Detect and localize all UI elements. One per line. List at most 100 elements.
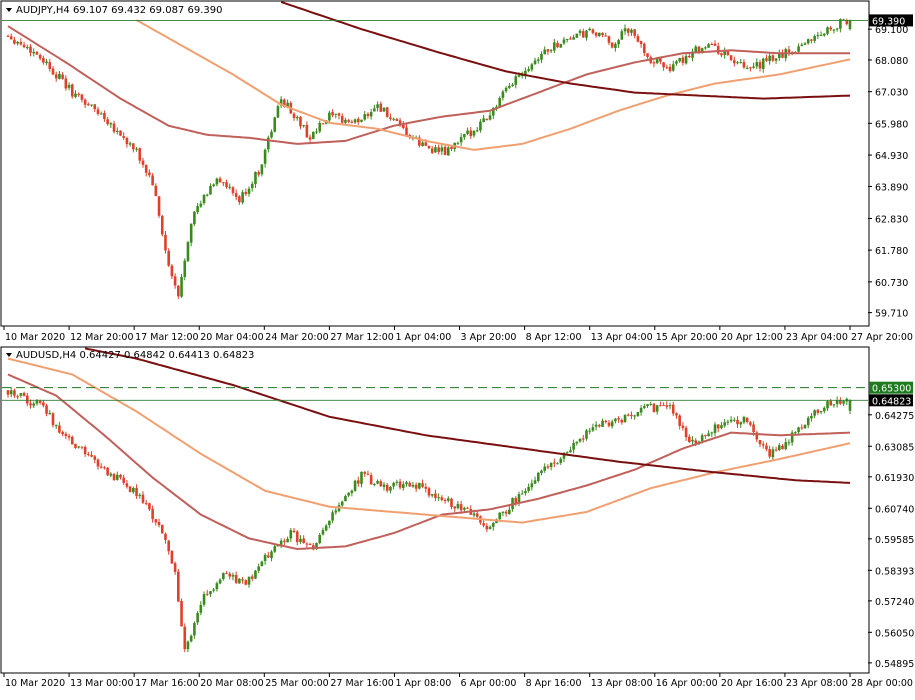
candle-body [115,130,119,132]
candle-body [379,103,383,112]
candle-body [797,46,800,52]
candle [337,112,341,120]
price-tick-label: 63.890 [875,182,908,193]
candle-body [607,36,611,43]
candle-body [671,64,675,71]
collapse-triangle-icon[interactable] [6,8,12,12]
candle [93,455,97,464]
candle [154,183,158,197]
candle [340,500,344,507]
audjpy-chart-panel[interactable]: 69.100 68.080 67.030 65.980 64.930 63.890 62.8… [0,0,913,343]
candle-body [157,196,161,216]
candle [70,435,74,445]
candle [617,416,620,423]
candle [376,101,379,112]
candle [485,522,489,533]
candle [205,589,209,596]
candle [228,183,232,190]
candle-body [646,404,649,407]
candle [22,391,26,397]
candle-body [700,435,704,441]
candle-body [340,501,344,506]
candle [707,42,710,48]
candle-body [713,424,717,433]
candle-body [38,54,42,59]
candle-body [524,70,527,76]
candle-body [87,453,90,455]
candle-body [816,34,820,36]
candle [321,527,325,536]
candle [189,223,193,247]
audusd-chart-panel[interactable]: 0.64275 0.63085 0.61930 0.60740 0.59585 0.583… [0,346,914,689]
candle [498,96,502,108]
candle-body [588,430,591,432]
candle-body [263,149,267,164]
candle [215,581,219,592]
candle [96,458,100,470]
candle [148,169,151,178]
audusd-header-text: AUDUSD,H4 0.64427 0.64842 0.64413 0.6482… [16,350,254,361]
candle [604,419,608,424]
candle-body [839,399,842,404]
candle [315,128,318,134]
candle-body [70,436,74,445]
candle [475,510,479,518]
candle-body [16,396,19,398]
candle-body [19,393,23,396]
candle-body [93,456,97,460]
candle-body [170,265,174,277]
candle [716,424,720,433]
candle [103,465,106,470]
candle-body [119,474,122,478]
candle-body [533,60,537,65]
candle [749,420,752,427]
candle [360,119,363,123]
candle-body [283,99,286,107]
candle [225,571,228,575]
candle [643,42,646,57]
candle-body [472,130,476,136]
candle-body [144,164,148,173]
candle-body [318,534,322,544]
candle [67,82,71,91]
candle [819,31,823,36]
candle [254,171,257,188]
candle [347,118,350,124]
candle [122,474,125,486]
candle-body [244,192,248,195]
candle [421,479,424,489]
candle-body [382,107,386,112]
candle [247,186,251,197]
candle-body [623,415,627,423]
candle [533,476,537,484]
candle-body [620,31,624,40]
candle [177,285,180,299]
candle [25,392,29,407]
candle-body [302,125,305,127]
candle-body [755,432,759,440]
candle-body [273,117,277,132]
candle-body [183,260,187,277]
candle-body [398,120,402,125]
candle [334,113,338,119]
candle-body [691,439,694,442]
candle [376,479,379,485]
collapse-triangle-icon[interactable] [6,353,12,357]
audjpy-marks [2,1,868,299]
candle-body [508,509,511,515]
candle-body [106,119,109,125]
price-tick-label: 0.63085 [875,442,914,453]
candle [96,106,100,116]
candle-body [562,452,566,459]
candle-body [324,525,328,531]
candle-body [604,420,608,423]
candle-body [598,32,601,37]
candle-body [736,62,739,64]
candle [671,401,675,417]
candle [530,62,534,72]
candle-body [443,499,447,501]
candle-body [569,450,572,453]
candle-body [244,580,248,585]
candle-body [222,573,225,580]
